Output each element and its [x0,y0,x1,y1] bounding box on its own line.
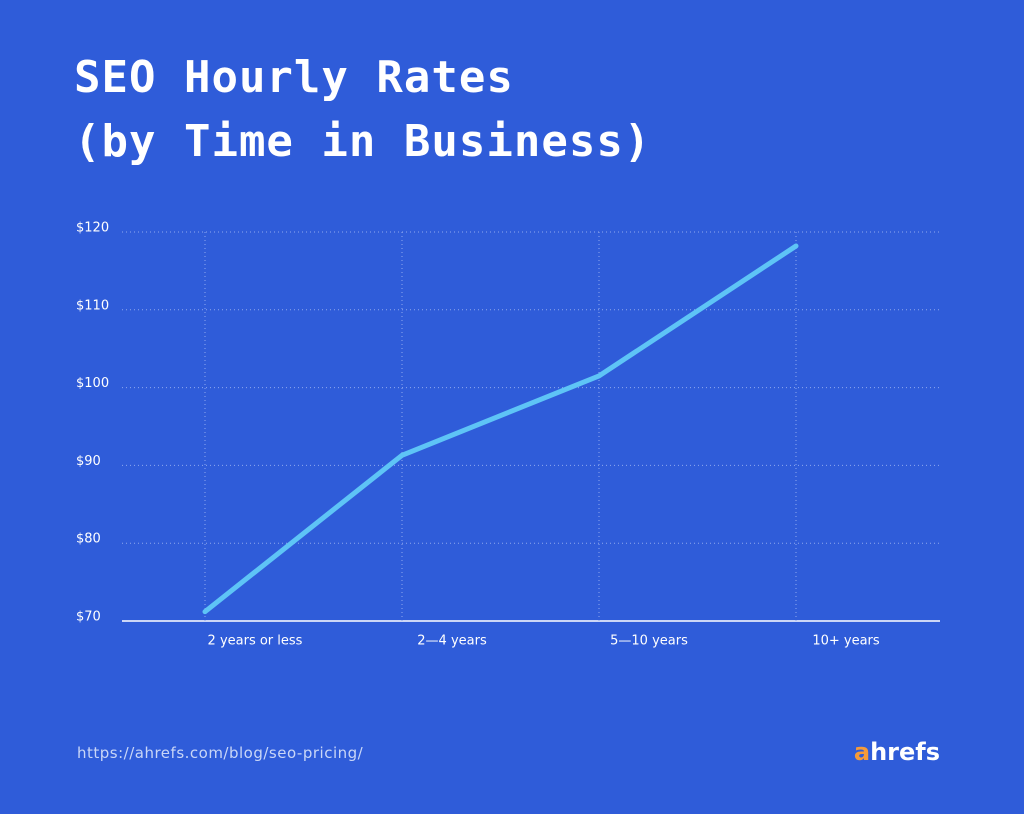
source: https://ahrefs.com/blog/seo-pricing/ [77,744,364,762]
y-tick-label: $120 [76,221,109,236]
y-tick-label: $110 [76,298,109,313]
x-tick-label: 2 years or less [208,634,303,649]
x-tick-label: 10+ years [812,634,880,649]
y-tick-label: $100 [76,376,109,391]
y-tick-label: $80 [76,532,101,547]
x-tick-label: 5—10 years [610,634,688,649]
chart-subtitle: (by Time in Business) [74,116,652,167]
chart-title: SEO Hourly Rates [74,52,514,103]
y-tick-label: $70 [76,610,101,625]
data-line [202,243,799,615]
brand-logo: ahrefs [853,738,940,766]
x-tick-label: 2—4 years [417,634,487,649]
y-tick-label: $90 [76,454,101,469]
